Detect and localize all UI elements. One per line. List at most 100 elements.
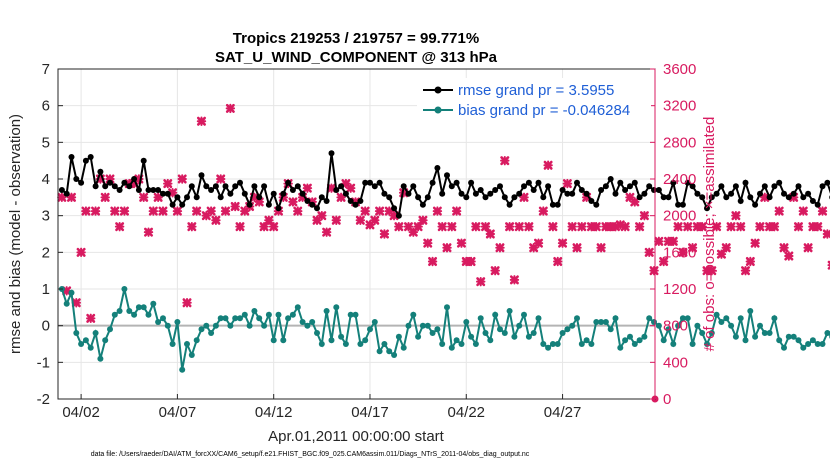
- bias-point: [78, 341, 85, 347]
- rmse-point: [742, 179, 749, 186]
- rmse-point: [781, 190, 787, 197]
- bias-point: [602, 319, 609, 325]
- bias-point: [458, 341, 465, 347]
- rmse-point: [593, 201, 600, 208]
- rmse-point: [73, 176, 80, 182]
- bias-point: [766, 330, 773, 336]
- bias-point: [805, 341, 812, 347]
- obs-count-marker: [509, 275, 520, 285]
- bias-point: [506, 308, 513, 314]
- bias-point: [795, 337, 802, 344]
- bias-point: [212, 322, 219, 329]
- rmse-point: [362, 179, 369, 186]
- obs-count-marker: [639, 210, 650, 221]
- obs-count-marker: [793, 221, 804, 232]
- y2-tick-label: 0: [663, 391, 671, 408]
- bias-point: [405, 322, 412, 329]
- bias-point: [299, 319, 306, 325]
- obs-count-marker: [206, 206, 216, 216]
- bias-point: [569, 322, 576, 329]
- legend: rmse grand pr = 3.5955 bias grand pr = -…: [417, 78, 651, 120]
- rmse-point: [415, 194, 422, 201]
- rmse-point: [434, 165, 441, 171]
- rmse-point: [819, 183, 826, 190]
- obs-count-marker: [216, 174, 226, 184]
- obs-count-marker: [514, 221, 524, 232]
- obs-count-marker: [784, 251, 794, 261]
- bias-point: [631, 341, 638, 347]
- obs-count-marker: [500, 155, 510, 166]
- y2-tick-label: 400: [663, 354, 688, 371]
- y2-tick-label: 2000: [663, 208, 696, 225]
- rmse-point: [728, 190, 735, 197]
- rmse-point: [607, 176, 614, 182]
- rmse-point: [285, 179, 292, 186]
- obs-count-marker: [100, 192, 110, 203]
- bias-point: [160, 315, 166, 322]
- bias-point: [217, 315, 224, 322]
- bias-point: [150, 300, 157, 307]
- obs-count-marker: [317, 210, 327, 221]
- rmse-point: [232, 183, 239, 190]
- obs-count-marker: [346, 183, 356, 193]
- bias-point: [323, 308, 330, 314]
- obs-count-marker: [591, 221, 601, 232]
- rmse-point: [145, 187, 152, 193]
- rmse-point: [704, 205, 710, 212]
- obs-count-marker: [81, 206, 91, 216]
- obs-count-marker: [442, 243, 452, 253]
- bias-point: [97, 355, 104, 362]
- bias-point: [232, 315, 239, 322]
- bias-point: [328, 337, 335, 344]
- obs-count-marker: [630, 197, 640, 207]
- rmse-point: [237, 179, 243, 186]
- rmse-point: [241, 190, 248, 197]
- rmse-point: [549, 201, 556, 208]
- obs-count-marker: [293, 206, 303, 216]
- bias-point: [607, 326, 614, 333]
- rmse-point: [761, 183, 768, 190]
- rmse-point: [636, 194, 643, 201]
- obs-count-marker: [721, 243, 731, 253]
- rmse-point: [251, 183, 258, 190]
- obs-count-marker: [360, 206, 370, 216]
- bias-point: [545, 344, 552, 351]
- rmse-point: [458, 190, 465, 197]
- obs-count-marker: [466, 256, 476, 267]
- bias-point: [728, 322, 735, 329]
- rmse-point: [92, 183, 99, 190]
- obs-count-marker: [143, 227, 154, 237]
- rmse-point: [713, 190, 720, 197]
- bias-point: [381, 341, 388, 347]
- legend-rmse-label: rmse grand pr = 3.5955: [458, 82, 614, 99]
- obs-count-marker: [480, 221, 491, 232]
- rmse-point: [131, 176, 138, 182]
- bias-point: [222, 315, 229, 322]
- bias-point: [87, 344, 94, 351]
- bias-point: [761, 330, 768, 336]
- bias-point: [747, 308, 754, 314]
- rmse-point: [569, 190, 576, 197]
- rmse-point: [747, 194, 754, 201]
- rmse-point: [126, 183, 133, 190]
- rmse-point: [217, 194, 224, 201]
- rmse-point: [140, 157, 147, 164]
- bias-point: [73, 330, 80, 336]
- obs-count-marker: [196, 116, 207, 126]
- rmse-point: [795, 183, 802, 190]
- rmse-point: [699, 194, 706, 201]
- bias-point: [694, 322, 701, 329]
- obs-count-marker: [687, 243, 698, 253]
- rmse-point: [160, 190, 166, 197]
- chart-subtitle: SAT_U_WIND_COMPONENT @ 313 hPa: [215, 49, 498, 66]
- bias-point: [800, 344, 807, 351]
- rmse-point: [188, 183, 195, 190]
- rmse-point: [121, 179, 128, 186]
- bias-point: [482, 330, 489, 336]
- obs-count-marker: [230, 201, 240, 212]
- obs-count-marker: [177, 174, 187, 184]
- bias-point: [530, 330, 537, 336]
- rmse-point: [405, 190, 412, 197]
- rmse-point: [328, 150, 335, 157]
- bias-point: [424, 322, 431, 329]
